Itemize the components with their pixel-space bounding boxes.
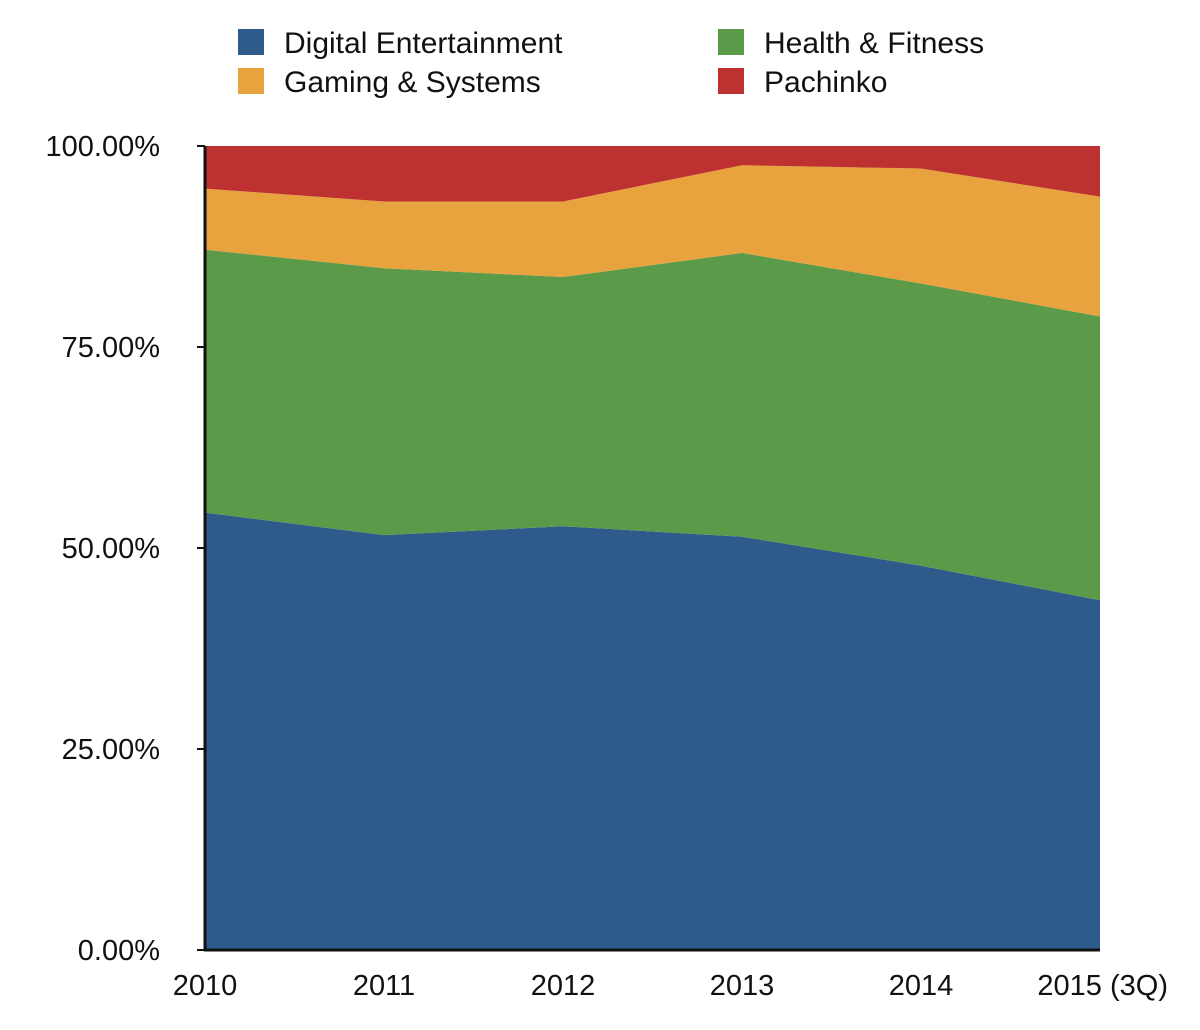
x-tick-label: 2013 [710,970,775,1002]
y-tick-label: 25.00% [62,734,160,766]
area-health-fitness [205,249,1100,601]
x-tick-label: 2012 [531,970,596,1002]
legend-label-pachinko: Pachinko [764,66,887,99]
x-tick-label: 2014 [889,970,954,1002]
x-axis-ticks: 2010 2011 2012 2013 2014 2015 (3Q) [173,970,1168,1002]
x-tick-label: 2010 [173,970,238,1002]
legend-swatch-digital-entertainment [238,29,264,55]
x-tick-label: 2015 (3Q) [1037,970,1168,1002]
legend-label-health-fitness: Health & Fitness [764,27,984,60]
y-tick-label: 50.00% [62,533,160,565]
y-axis-ticks: 0.00% 25.00% 50.00% 75.00% 100.00% [46,131,205,967]
legend-label-gaming-systems: Gaming & Systems [284,66,541,99]
legend-swatch-health-fitness [718,29,744,55]
area-digital-entertainment [205,512,1100,950]
legend: Digital Entertainment Health & Fitness Gam… [238,27,984,99]
y-tick-label: 75.00% [62,332,160,364]
area-gaming-systems [205,165,1100,317]
area-pachinko [205,146,1100,202]
y-tick-label: 100.00% [46,131,161,163]
x-tick-label: 2011 [353,970,415,1002]
legend-swatch-pachinko [718,68,744,94]
legend-label-digital-entertainment: Digital Entertainment [284,27,563,60]
plot-areas [205,146,1100,950]
y-tick-label: 0.00% [78,935,160,967]
legend-swatch-gaming-systems [238,68,264,94]
